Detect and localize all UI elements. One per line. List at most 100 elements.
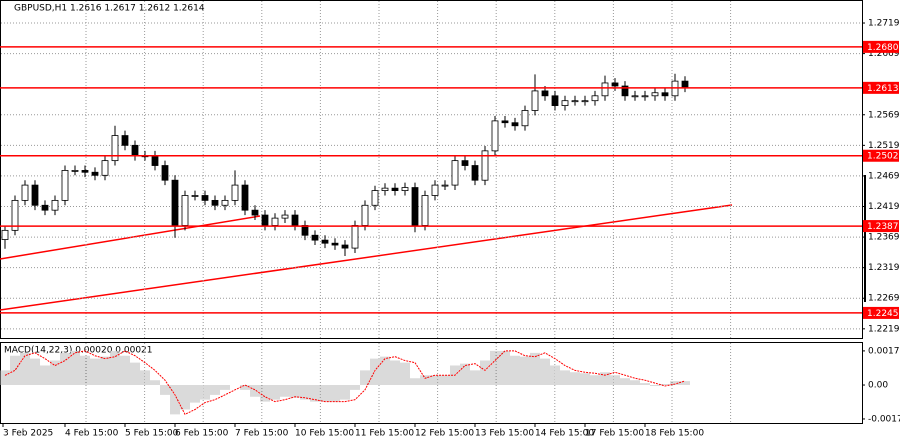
x-tick-label: 17 Feb 15:00 [585, 429, 644, 439]
candle-body [301, 225, 309, 236]
level-label: 1.2245 [867, 309, 899, 319]
candle-body [31, 184, 39, 206]
level-label-box [863, 306, 899, 319]
candle-body [651, 92, 659, 97]
candle-body [191, 195, 199, 197]
candle-body [1, 229, 9, 240]
candle-body [641, 95, 649, 98]
level-label: 1.2613 [867, 84, 899, 94]
y-tick-label: 1.2319 [868, 263, 900, 273]
candle-body [121, 135, 129, 146]
candle-body [131, 144, 139, 157]
candle-body [91, 171, 99, 176]
candle-body [411, 187, 419, 226]
candle-body [461, 160, 469, 166]
candle-body [421, 195, 429, 226]
candle-body [101, 160, 109, 176]
x-tick-label: 11 Feb 15:00 [355, 429, 414, 439]
candle-body [61, 170, 69, 201]
candle-body [531, 90, 539, 111]
y-tick-label: 1.2419 [868, 202, 900, 212]
level-label-box [863, 40, 899, 53]
level-label-box [863, 220, 899, 233]
candle-body [151, 155, 159, 166]
y-tick-label: 0.00177 [868, 346, 900, 356]
x-tick-label: 7 Feb 15:00 [235, 429, 289, 439]
candle-body [621, 85, 629, 97]
candle-body [161, 165, 169, 181]
candle-body [571, 100, 579, 103]
candle-body [231, 184, 239, 201]
candle-body [491, 120, 499, 152]
level-label: 1.2502 [867, 152, 899, 162]
x-tick-label: 3 Feb 2025 [3, 429, 53, 439]
x-tick-label: 14 Feb 15:00 [535, 429, 594, 439]
candle-body [311, 234, 319, 241]
chart-title: GBPUSD,H1 1.2616 1.2617 1.2612 1.2614 [14, 4, 205, 14]
candle-body [631, 95, 639, 98]
y-tick-label: 1.2219 [868, 324, 900, 334]
candle-body [71, 170, 79, 172]
x-tick-label: 12 Feb 15:00 [415, 429, 474, 439]
candle-body [171, 179, 179, 226]
candle-body [181, 195, 189, 226]
candle-body [261, 214, 269, 226]
x-tick-label: 10 Feb 15:00 [295, 429, 354, 439]
x-tick-label: 5 Feb 15:00 [125, 429, 179, 439]
candle-body [291, 214, 299, 226]
y-tick-label: -0.00176 [868, 414, 900, 424]
candle-body [681, 80, 689, 88]
level-label-box [863, 149, 899, 162]
x-tick-label: 4 Feb 15:00 [65, 429, 119, 439]
signal-line [4, 350, 686, 415]
y-tick-label: 1.2719 [868, 19, 900, 29]
macd-title: MACD(14,22,3) 0.00020 0.00021 [4, 346, 153, 356]
x-tick-label: 13 Feb 15:00 [475, 429, 534, 439]
candle-body [41, 204, 49, 211]
candle-body [381, 187, 389, 192]
candle-body [21, 184, 29, 201]
candle-body [351, 225, 359, 249]
candle-body [511, 122, 519, 127]
candle-body [331, 242, 339, 246]
candle-body [81, 170, 89, 173]
candle-body [661, 92, 669, 97]
candle-body [601, 82, 609, 97]
candle-body [361, 204, 369, 226]
candle-body [471, 165, 479, 181]
y-tick-label: 0.00 [868, 381, 888, 391]
candle-body [561, 100, 569, 106]
y-tick-label: 1.2269 [868, 294, 900, 304]
candle-body [211, 199, 219, 206]
x-tick-label: 6 Feb 15:00 [175, 429, 229, 439]
candle-body [441, 184, 449, 187]
candle-body [251, 209, 259, 216]
candle-body [221, 199, 229, 206]
candle-body [611, 82, 619, 87]
candle-body [51, 199, 59, 211]
candle-body [501, 120, 509, 124]
candle-body [271, 217, 279, 226]
candle-body [401, 187, 409, 192]
y-tick-label: 1.2519 [868, 141, 900, 151]
y-tick-label: 1.2369 [868, 233, 900, 243]
candle-body [281, 214, 289, 219]
candle-body [451, 160, 459, 186]
price-panel [0, 0, 863, 339]
y-tick-label: 1.2569 [868, 110, 900, 120]
y-tick-label: 1.2669 [868, 49, 900, 59]
level-label: 1.2387 [867, 222, 899, 232]
candle-body [391, 187, 399, 192]
trend-line [0, 204, 733, 311]
candle-body [241, 184, 249, 211]
candle-body [581, 100, 589, 103]
candle-body [541, 90, 549, 97]
candle-body [11, 199, 19, 231]
candle-body [521, 110, 529, 127]
candle-body [551, 95, 559, 106]
candle-body [481, 150, 489, 181]
candle-body [371, 190, 379, 206]
candle-body [111, 135, 119, 162]
